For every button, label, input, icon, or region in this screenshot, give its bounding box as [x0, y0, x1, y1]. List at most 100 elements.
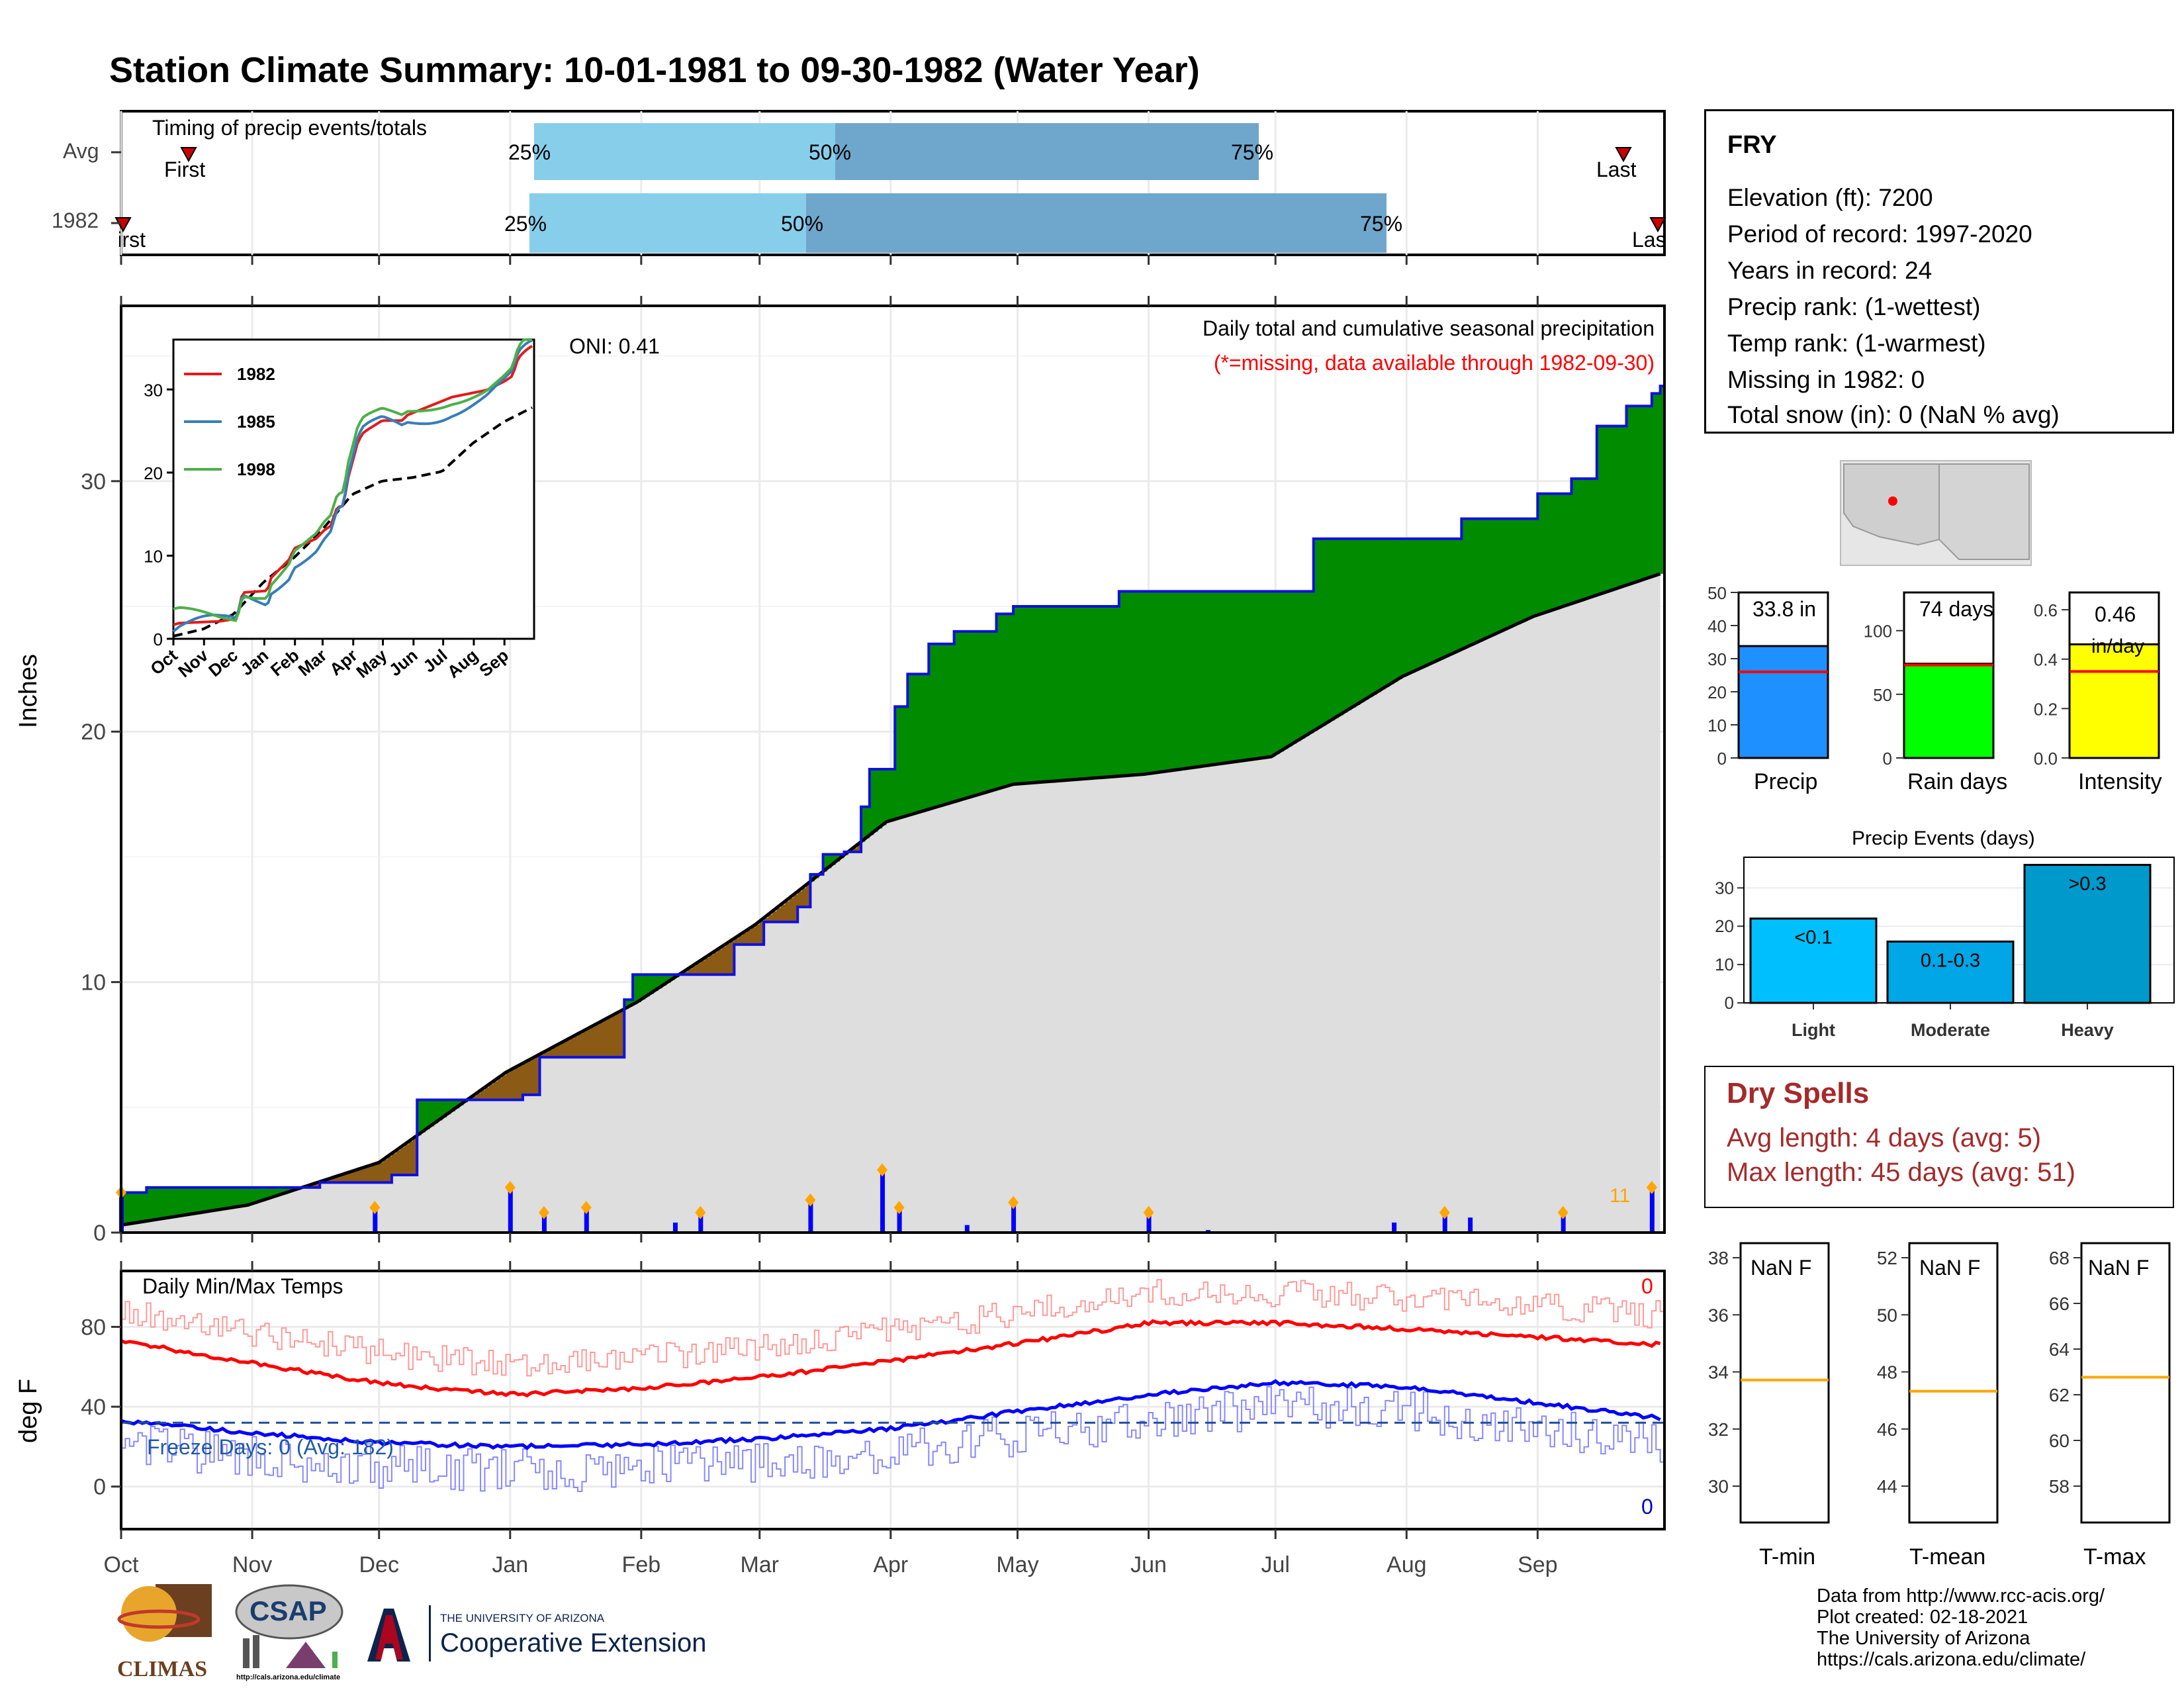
month-tick-label: May [996, 1552, 1038, 1577]
max-temp-count: 0 [1641, 1274, 1653, 1298]
events-frame [1743, 857, 2175, 1004]
csap-cloud [235, 1584, 343, 1640]
station-name: FRY [1727, 131, 1777, 159]
temp-box-frame [1908, 1242, 1999, 1524]
mini-bar-tick: 50 [1873, 685, 1892, 705]
average-area [121, 573, 1661, 1233]
temp-box-tick: 66 [2049, 1293, 2070, 1314]
avg-max-temp [120, 1319, 1661, 1398]
csap-logo: CSAP http://cals.arizona.edu/climate [233, 1582, 349, 1685]
daily-max-marker [1008, 1196, 1019, 1209]
timing-row-avg: Avg [63, 139, 99, 163]
month-tick-label: Apr [873, 1552, 908, 1577]
events-y-tick: 0 [1725, 993, 1734, 1013]
station-line: Precip rank: (1-wettest) [1727, 293, 1981, 320]
events-y-tick: 20 [1715, 916, 1734, 936]
mini-bar-label: Intensity [2078, 769, 2162, 794]
y-tick-label: 40 [81, 1395, 106, 1420]
daily-precip-bar [1442, 1212, 1447, 1233]
credit-line: https://cals.arizona.edu/climate/ [1817, 1649, 2086, 1670]
y-tick-label: 20 [81, 720, 106, 745]
station-marker [1888, 496, 1897, 506]
daily-precip-bar [897, 1207, 902, 1233]
last-label-year-clip: Last [1632, 228, 1665, 257]
station-line: Years in record: 24 [1727, 257, 1933, 284]
climas-ring [117, 1609, 201, 1629]
events-title: Precip Events (days) [1852, 827, 2035, 849]
avg-min-temp [120, 1379, 1661, 1450]
y-tick-label: 80 [81, 1315, 106, 1340]
mini-bar-tick: 40 [1707, 616, 1727, 636]
precip-caption: Daily total and cumulative seasonal prec… [1202, 316, 1655, 340]
daily-min-temp [121, 1385, 1664, 1492]
month-tick-label: Sep [1518, 1552, 1558, 1577]
dry-spells-box: Dry Spells Avg length: 4 days (avg: 5) M… [1704, 1066, 2174, 1208]
inset-y-tick: 0 [154, 630, 163, 649]
month-tick-label: Aug [1387, 1552, 1427, 1577]
mini-bar-tick: 30 [1707, 649, 1727, 669]
station-line: Total snow (in): 0 (NaN % avg) [1727, 401, 2060, 428]
last-marker-avg [1615, 147, 1632, 163]
ua-a-emblem [367, 1609, 410, 1662]
locator-map [1840, 460, 2032, 566]
mini-bar-tick: 0 [1883, 749, 1892, 769]
timing-bar-avg-q1 [534, 123, 835, 180]
temp-box-label: T-max [2083, 1544, 2146, 1570]
month-tick-label: Mar [740, 1552, 779, 1577]
page-title: Station Climate Summary: 10-01-1981 to 0… [109, 50, 1200, 90]
month-tick-label: Nov [232, 1552, 272, 1577]
daily-max-marker [1439, 1205, 1450, 1219]
temp-box-tick: 62 [2049, 1385, 2070, 1405]
temp-box-frame [2080, 1242, 2171, 1524]
pct50-avg: 50% [809, 140, 852, 164]
ua-main-text: Cooperative Extension [440, 1628, 707, 1658]
csap-url: http://cals.arizona.edu/climate [236, 1673, 341, 1681]
daily-precip-bar [1649, 1187, 1655, 1233]
mini-bar-tick: 0.0 [2034, 749, 2058, 769]
y-tick-label: 30 [81, 469, 106, 494]
temp-box-tick: 36 [1708, 1305, 1729, 1325]
mini-bar-unit: in/day [2091, 635, 2145, 657]
mini-bar-value: 74 days [1919, 597, 1994, 621]
y-tick-label: 0 [93, 1221, 106, 1246]
station-line: Temp rank: (1-warmest) [1727, 330, 1986, 357]
month-tick-label: Oct [104, 1552, 139, 1577]
main-chart: 0 10 20 30 1982 1985 1998 0 10 20 30 Oct Nov Dec Jan F… [81, 110, 1666, 1577]
summary-bars: 0 10 20 30 40 50 0 50 100 0.0 0.2 0.4 0.6 [1707, 583, 2160, 769]
temp-box-value: NaN F [1751, 1256, 1812, 1280]
temp-box-tick: 30 [1708, 1476, 1729, 1497]
temp-box-tick: 34 [1708, 1362, 1729, 1383]
daily-precip-bar [1392, 1222, 1397, 1233]
daily-precip-bar [373, 1207, 378, 1233]
temp-box-value: NaN F [2088, 1256, 2150, 1280]
temp-box-label: T-min [1759, 1544, 1815, 1570]
timing-label: Timing of precip events/totals [152, 116, 427, 140]
timing-bar-year-q1 [529, 193, 806, 253]
csap-emblem [235, 1584, 343, 1668]
events-y-tick: 10 [1715, 955, 1734, 974]
mini-bar-tick: 0.6 [2034, 600, 2058, 620]
station-line: Elevation (ft): 7200 [1727, 184, 1933, 211]
daily-max-temp [121, 1279, 1664, 1377]
month-tick-label: Jan [492, 1552, 528, 1577]
csap-cactus [332, 1652, 338, 1668]
station-line: Missing in 1982: 0 [1727, 366, 1925, 393]
dry-spells-title: Dry Spells [1727, 1077, 1870, 1109]
temp-box-tick: 48 [1877, 1362, 1897, 1383]
cumulative-line [121, 385, 1664, 1194]
inset-average-line [173, 406, 533, 637]
station-info-box: FRY Elevation (ft): 7200 Period of recor… [1704, 109, 2174, 434]
month-tick-label: Jun [1130, 1552, 1167, 1577]
mini-bar-tick: 20 [1707, 682, 1727, 702]
missing-note: (*=missing, data available through 1982-… [1213, 351, 1655, 375]
temp-box-tick: 46 [1877, 1419, 1897, 1440]
csap-text: CSAP [250, 1595, 327, 1626]
daily-precip-bar [672, 1222, 678, 1233]
credits: Data from http://www.rcc-acis.org/ Plot … [1817, 1585, 2105, 1670]
first-label-avg: First [164, 158, 206, 181]
events-y-tick: 30 [1715, 878, 1734, 898]
temp-box-tick: 32 [1708, 1419, 1729, 1440]
temp-box-tick: 58 [2049, 1476, 2070, 1497]
precip-frame [120, 305, 1666, 1234]
month-tick-label: Dec [359, 1552, 398, 1577]
